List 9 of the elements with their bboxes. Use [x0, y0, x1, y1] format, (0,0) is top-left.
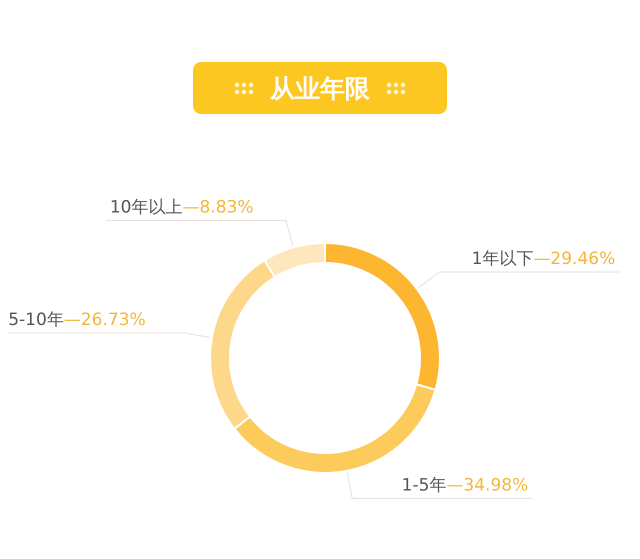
data-label: —26.73% [64, 310, 146, 330]
slice-label: 10年以上 [110, 197, 182, 218]
chart-title: 从业年限 [270, 72, 370, 104]
data-label: —34.98% [446, 475, 528, 496]
slice-label: 1年以下 [472, 248, 534, 269]
data-label: —8.83% [182, 197, 254, 218]
slice-label: 5-10年 [8, 310, 64, 330]
slice-label: 1-5年 [402, 475, 446, 496]
data-label: —29.46% [533, 248, 616, 269]
